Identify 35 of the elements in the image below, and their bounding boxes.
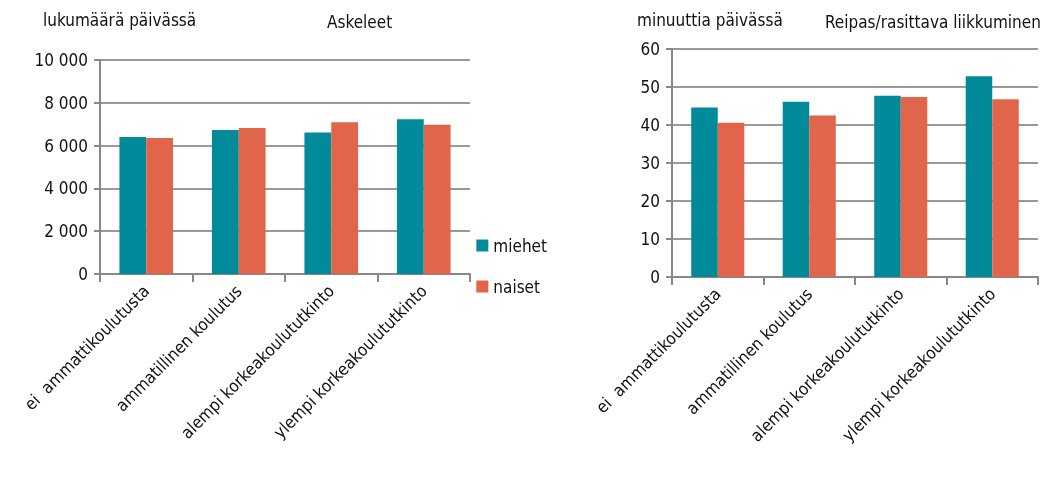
- bar: [809, 115, 836, 277]
- bar: [331, 122, 359, 274]
- bar: [304, 132, 332, 274]
- y-axis-title: minuuttia päivässä: [637, 9, 783, 30]
- bar: [396, 119, 424, 274]
- y-tick-label: 60: [640, 39, 660, 59]
- bar: [874, 95, 901, 277]
- legend-label: naiset: [493, 276, 541, 297]
- bar: [992, 99, 1019, 277]
- y-tick-label: 10: [640, 229, 660, 249]
- bar: [146, 138, 174, 274]
- y-tick-label: 30: [640, 153, 660, 173]
- legend-label: miehet: [493, 235, 548, 256]
- y-tick-label: 8 000: [44, 92, 88, 113]
- bar: [119, 137, 147, 274]
- bar: [782, 101, 810, 277]
- y-tick-label: 6 000: [44, 135, 88, 156]
- y-axis-title: lukumäärä päivässä: [43, 9, 197, 30]
- bar: [238, 128, 266, 274]
- y-tick-label: 40: [640, 115, 660, 135]
- bar: [900, 96, 928, 277]
- chart-title: Reipas/rasittava liikkuminen: [825, 11, 1041, 32]
- y-tick-label: 0: [650, 267, 660, 287]
- bar: [717, 122, 745, 277]
- bar: [965, 76, 993, 277]
- y-tick-label: 0: [78, 264, 88, 284]
- y-tick-label: 10 000: [34, 50, 88, 70]
- y-tick-label: 50: [640, 77, 660, 97]
- y-tick-label: 20: [640, 191, 660, 211]
- y-tick-label: 4 000: [44, 178, 88, 199]
- y-tick-label: 2 000: [44, 221, 88, 242]
- bar: [691, 107, 718, 277]
- chart-title: Askeleet: [327, 11, 393, 32]
- bar: [423, 124, 451, 274]
- bar: [211, 129, 239, 274]
